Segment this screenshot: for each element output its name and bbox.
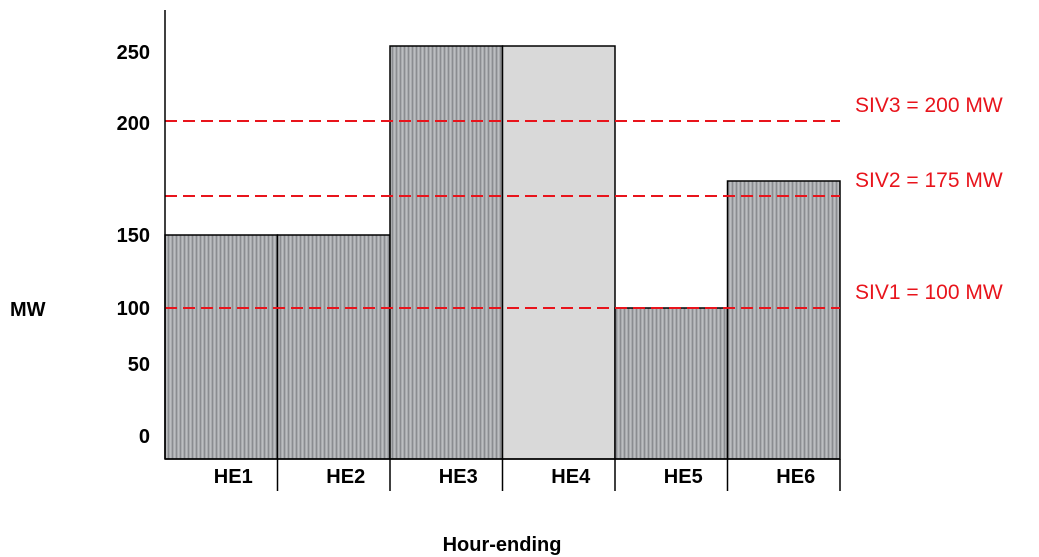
y-tick-label-250: 250: [117, 42, 150, 64]
y-tick-label-200: 200: [117, 113, 150, 135]
x-axis: HE1 HE2 HE3 HE4 HE5 HE6: [165, 458, 841, 491]
bar-he5: [614, 307, 729, 460]
bar-he6: [726, 180, 841, 460]
reference-line-label-2: SIV2 = 175 MW: [855, 169, 1003, 192]
y-tick-label-100: 100: [117, 298, 150, 320]
y-axis-title: MW: [10, 299, 46, 321]
bar-he1: [164, 234, 279, 460]
reference-line-label-3: SIV1 = 100 MW: [855, 281, 1003, 304]
x-tick-label-he4: HE4: [551, 466, 591, 488]
y-tick-label-0: 0: [139, 426, 150, 448]
x-tick-label-he5: HE5: [664, 466, 703, 488]
bar-he4: [501, 45, 616, 460]
x-axis-title: Hour-ending: [443, 534, 562, 556]
y-axis-ticks: 0 50 100 150 200 250: [117, 42, 150, 448]
y-tick-label-50: 50: [128, 354, 150, 376]
reference-lines: SIV3 = 200 MW SIV2 = 175 MW SIV1 = 100 MW: [165, 94, 1003, 309]
y-tick-label-150: 150: [117, 225, 150, 247]
x-tick-label-he2: HE2: [326, 466, 365, 488]
bar-he2: [276, 234, 391, 460]
x-tick-label-he6: HE6: [776, 466, 815, 488]
reference-line-label-1: SIV3 = 200 MW: [855, 94, 1003, 117]
bar-he3: [389, 45, 504, 460]
x-tick-label-he1: HE1: [214, 466, 253, 488]
x-tick-label-he3: HE3: [439, 466, 478, 488]
bars: [164, 45, 841, 460]
